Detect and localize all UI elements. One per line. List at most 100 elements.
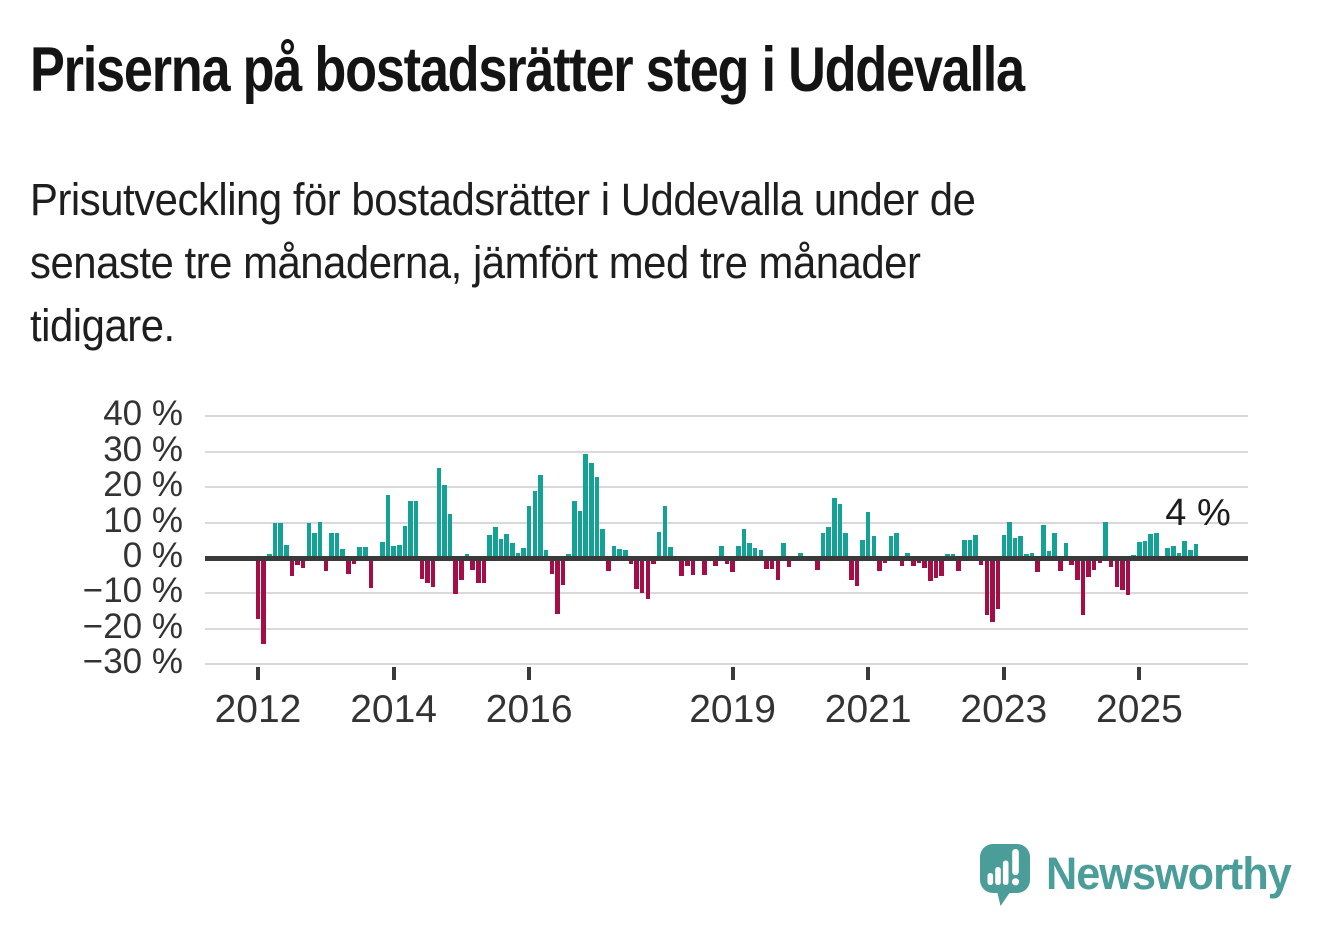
logo-exclamation-stem <box>1012 849 1019 875</box>
bar <box>283 545 289 558</box>
bar <box>741 528 747 558</box>
bar <box>351 559 357 564</box>
bar <box>323 559 329 572</box>
bar <box>413 500 419 558</box>
bar <box>538 474 543 558</box>
gridline <box>205 521 1248 524</box>
y-axis-label: −30 % <box>82 642 183 682</box>
bar <box>837 503 843 558</box>
bar <box>815 559 820 570</box>
bar <box>430 559 436 587</box>
y-axis-label: 40 % <box>103 394 183 434</box>
bar <box>843 533 848 558</box>
bar <box>634 559 639 590</box>
bar <box>306 522 312 558</box>
bar <box>1063 543 1069 558</box>
bar <box>685 559 690 567</box>
bar <box>476 559 481 584</box>
zero-axis-line <box>205 556 1248 561</box>
gridline <box>205 450 1248 453</box>
logo-bar-large <box>1002 860 1009 885</box>
bar <box>747 543 752 558</box>
bar <box>1080 559 1086 615</box>
bar <box>832 498 837 558</box>
x-axis-tick <box>527 667 532 680</box>
bar <box>1074 559 1080 580</box>
bar <box>419 559 425 580</box>
bar <box>459 559 464 580</box>
bar <box>295 559 300 566</box>
x-axis-tick <box>866 667 871 680</box>
page-title: Priserna på bostadsrätter steg i Uddeval… <box>30 35 1025 105</box>
bar <box>1018 536 1024 558</box>
bar <box>408 500 413 558</box>
bar <box>1154 533 1159 558</box>
bar <box>679 559 685 576</box>
bar <box>1108 559 1114 568</box>
y-axis-label: 0 % <box>122 536 183 575</box>
bar <box>300 559 306 568</box>
y-axis-label: −20 % <box>82 606 183 646</box>
bar <box>1052 532 1057 558</box>
bar <box>1103 521 1108 558</box>
x-axis-label: 2021 <box>824 688 912 731</box>
bar <box>854 559 860 586</box>
bar <box>368 559 374 588</box>
bar <box>606 559 611 571</box>
bar <box>289 559 295 576</box>
x-axis-label: 2025 <box>1096 688 1183 731</box>
x-axis-tick <box>730 667 735 680</box>
bar <box>1058 559 1063 571</box>
bar <box>961 540 967 558</box>
bar <box>735 545 741 558</box>
subtitle-line: tidigare. <box>30 300 175 351</box>
bar <box>594 477 600 558</box>
bar <box>1091 559 1097 570</box>
y-axis-label: −10 % <box>82 571 183 611</box>
bar <box>1137 542 1142 558</box>
x-axis-label: 2019 <box>689 688 776 731</box>
bar <box>425 559 430 584</box>
bar <box>549 559 555 574</box>
bar <box>487 534 492 558</box>
bar <box>272 522 278 558</box>
x-axis-label: 2012 <box>214 688 302 731</box>
bar <box>905 552 911 558</box>
bar <box>702 559 707 575</box>
bar <box>329 532 334 558</box>
bar <box>521 547 526 558</box>
bar <box>656 532 662 558</box>
bar <box>600 528 605 558</box>
bar <box>752 548 758 558</box>
bar <box>978 559 984 565</box>
bar <box>1193 543 1199 558</box>
bar <box>1125 559 1131 595</box>
bar <box>1142 541 1148 558</box>
bar <box>911 559 916 567</box>
gridline <box>205 486 1248 489</box>
bar <box>1029 552 1035 558</box>
bar <box>611 546 617 558</box>
bar <box>967 540 973 558</box>
bar <box>956 559 961 572</box>
bar <box>899 559 905 567</box>
subtitle-line: Prisutveckling för bostadsrätter i Uddev… <box>30 174 976 225</box>
bar <box>385 494 391 558</box>
bar <box>724 559 730 564</box>
bar <box>504 534 509 558</box>
y-axis-label: 20 % <box>103 465 183 505</box>
bar <box>363 547 368 558</box>
bar <box>1007 521 1012 558</box>
bar <box>628 559 634 565</box>
bar <box>990 559 995 622</box>
bar <box>1114 559 1120 587</box>
bar <box>515 552 521 558</box>
x-axis-label: 2014 <box>350 688 437 731</box>
bar <box>939 559 944 577</box>
bar <box>690 559 696 575</box>
bar <box>860 539 865 558</box>
bar <box>396 544 402 558</box>
gridline <box>205 415 1248 418</box>
